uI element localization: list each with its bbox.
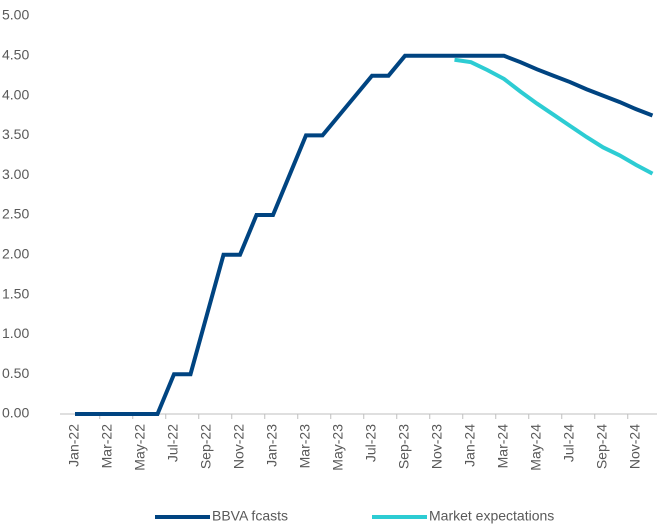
legend-label: Market expectations	[429, 508, 554, 524]
y-tick-label: 1.50	[2, 285, 29, 301]
x-tick-label: Jul-24	[561, 424, 577, 462]
line-series	[75, 53, 654, 416]
line-series	[454, 57, 654, 176]
x-tick-label: May-22	[132, 424, 148, 471]
x-tick-label: Mar-23	[297, 424, 313, 469]
y-tick-label: 4.50	[2, 47, 29, 63]
y-tick-label: 4.00	[2, 86, 29, 102]
y-tick-label: 1.00	[2, 325, 29, 341]
x-tick-label: Jan-22	[66, 424, 82, 467]
y-tick-label: 2.50	[2, 206, 29, 222]
x-tick-label: Jan-24	[462, 424, 478, 467]
x-tick-label: May-23	[330, 424, 346, 471]
x-tick-label: Nov-23	[429, 424, 445, 469]
x-tick-label: Sep-22	[198, 424, 214, 469]
x-tick-label: Sep-24	[594, 424, 610, 469]
x-tick-label: Mar-22	[99, 424, 115, 469]
x-tick-label: Mar-24	[495, 424, 511, 469]
y-tick-label: 0.50	[2, 365, 29, 381]
y-tick-label: 2.00	[2, 246, 29, 262]
y-tick-label: 3.00	[2, 166, 29, 182]
x-tick-label: Jul-23	[363, 424, 379, 462]
y-tick-label: 0.00	[2, 405, 29, 421]
legend-label: BBVA fcasts	[212, 508, 288, 524]
x-tick-label: Jan-23	[264, 424, 280, 467]
y-tick-label: 3.50	[2, 126, 29, 142]
x-tick-label: Nov-24	[627, 424, 643, 469]
x-tick-label: Jul-22	[165, 424, 181, 462]
x-tick-label: May-24	[528, 424, 544, 471]
x-tick-label: Sep-23	[396, 424, 412, 469]
x-tick-label: Nov-22	[231, 424, 247, 469]
y-tick-label: 5.00	[2, 7, 29, 23]
